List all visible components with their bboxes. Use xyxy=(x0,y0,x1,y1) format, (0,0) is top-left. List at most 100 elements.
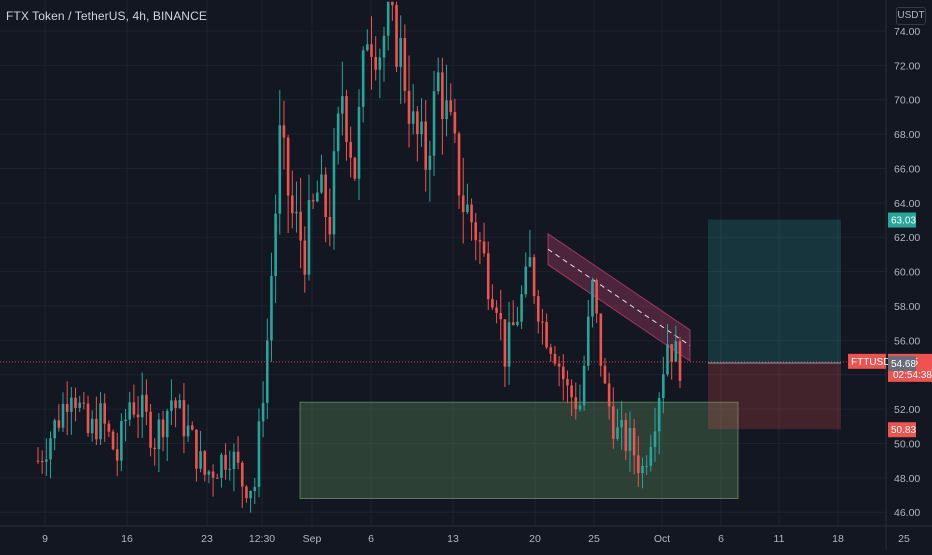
candle-body xyxy=(174,400,177,409)
candle-body xyxy=(653,431,657,447)
candle-body xyxy=(336,113,340,152)
time-axis: 9 16 23 12:30 Sep 6 13 20 25 Oct 6 11 18 25 xyxy=(0,525,932,545)
candle-body xyxy=(541,321,544,323)
candle-body xyxy=(470,204,473,223)
candle-body xyxy=(124,419,127,422)
stop-zone[interactable] xyxy=(708,363,841,430)
price-tick-label: 62.00 xyxy=(894,232,920,244)
candle-body xyxy=(78,402,81,408)
candle-body xyxy=(524,266,528,295)
price-marker-bg xyxy=(888,356,916,372)
candle-body xyxy=(649,446,653,466)
time-tick-label: 6 xyxy=(718,533,724,545)
candle-body xyxy=(274,213,277,277)
candle-body xyxy=(620,420,623,428)
candle-body xyxy=(491,299,494,308)
price-marker-label: 63.03 xyxy=(891,216,916,227)
time-tick-label: 12:30 xyxy=(249,533,275,545)
candle-body xyxy=(215,477,219,479)
candle-body xyxy=(36,460,40,462)
time-tick-label: 18 xyxy=(832,533,844,545)
time-tick-label: 13 xyxy=(447,533,459,545)
candle-body xyxy=(382,35,386,58)
target-zone[interactable] xyxy=(708,219,841,364)
candle-body xyxy=(161,419,165,438)
candle-body xyxy=(140,394,144,418)
candle-body xyxy=(95,418,98,440)
price-marker-bg xyxy=(888,212,916,228)
price-tick-label: 58.00 xyxy=(894,301,920,313)
candle-body xyxy=(90,418,94,434)
candle-body xyxy=(499,312,503,320)
time-tick-label: 20 xyxy=(529,533,541,545)
candle-body xyxy=(616,427,619,439)
currency-button[interactable]: USDT xyxy=(896,7,926,25)
candle-body xyxy=(603,365,607,384)
candle-body xyxy=(320,174,323,193)
candle-body xyxy=(249,491,252,499)
candle-body xyxy=(107,423,111,432)
candle-body xyxy=(170,400,173,411)
candle-body xyxy=(507,322,511,367)
candle-body xyxy=(674,341,678,362)
candle-body xyxy=(332,151,336,235)
candle-body xyxy=(478,240,482,242)
candle-body xyxy=(53,420,56,439)
price-tick-label: 60.00 xyxy=(894,267,920,279)
candle-body xyxy=(641,465,644,474)
candle-body xyxy=(445,100,448,120)
candle-body xyxy=(666,344,669,375)
candle-body xyxy=(416,111,419,135)
candle-body xyxy=(136,414,140,418)
candle-body xyxy=(220,454,223,478)
candle-body xyxy=(99,403,102,440)
candle-body xyxy=(428,155,432,170)
candle-body xyxy=(203,451,207,475)
candle-body xyxy=(49,438,52,460)
candle-body xyxy=(111,431,115,450)
candle-body xyxy=(290,195,294,214)
candle-body xyxy=(157,419,161,450)
candle-body xyxy=(153,447,157,450)
candle-body xyxy=(357,106,361,179)
support-zone[interactable] xyxy=(299,401,739,499)
candle-body xyxy=(536,296,540,322)
candle-body xyxy=(628,428,632,451)
candle-body xyxy=(299,211,302,241)
candle-body xyxy=(265,340,269,403)
candle-body xyxy=(407,90,411,124)
price-tick-label: 72.00 xyxy=(894,60,920,72)
countdown-badge: 02:54:38 xyxy=(893,370,932,381)
candle-body xyxy=(561,366,565,380)
candle-body xyxy=(503,319,507,367)
channel-midline xyxy=(547,248,691,346)
candle-body xyxy=(74,397,77,408)
candle-body xyxy=(374,56,377,70)
candle-body xyxy=(453,112,457,134)
candle-body xyxy=(424,121,428,170)
candle-body xyxy=(370,44,373,57)
candle-body xyxy=(253,487,257,492)
candle-body xyxy=(45,459,48,462)
candle-body xyxy=(420,121,423,135)
time-tick-label: 23 xyxy=(201,533,213,545)
candle-body xyxy=(303,240,307,275)
candle-body xyxy=(232,451,236,469)
time-tick-label: 11 xyxy=(774,533,785,545)
price-tick-label: 68.00 xyxy=(894,129,920,141)
candle-body xyxy=(657,398,661,432)
candle-body xyxy=(582,365,586,406)
price-marker-bg xyxy=(888,422,916,438)
candle-body xyxy=(245,486,248,499)
candle-body xyxy=(207,471,211,475)
candle-body xyxy=(115,449,119,461)
candle-body xyxy=(341,96,344,114)
candle-body xyxy=(528,257,532,267)
price-tick-label: 48.00 xyxy=(894,473,920,485)
price-tick-label: 52.00 xyxy=(894,404,920,416)
candle-body xyxy=(61,403,65,428)
time-tick-label: Oct xyxy=(654,533,670,545)
time-tick-label: 25 xyxy=(898,533,910,545)
